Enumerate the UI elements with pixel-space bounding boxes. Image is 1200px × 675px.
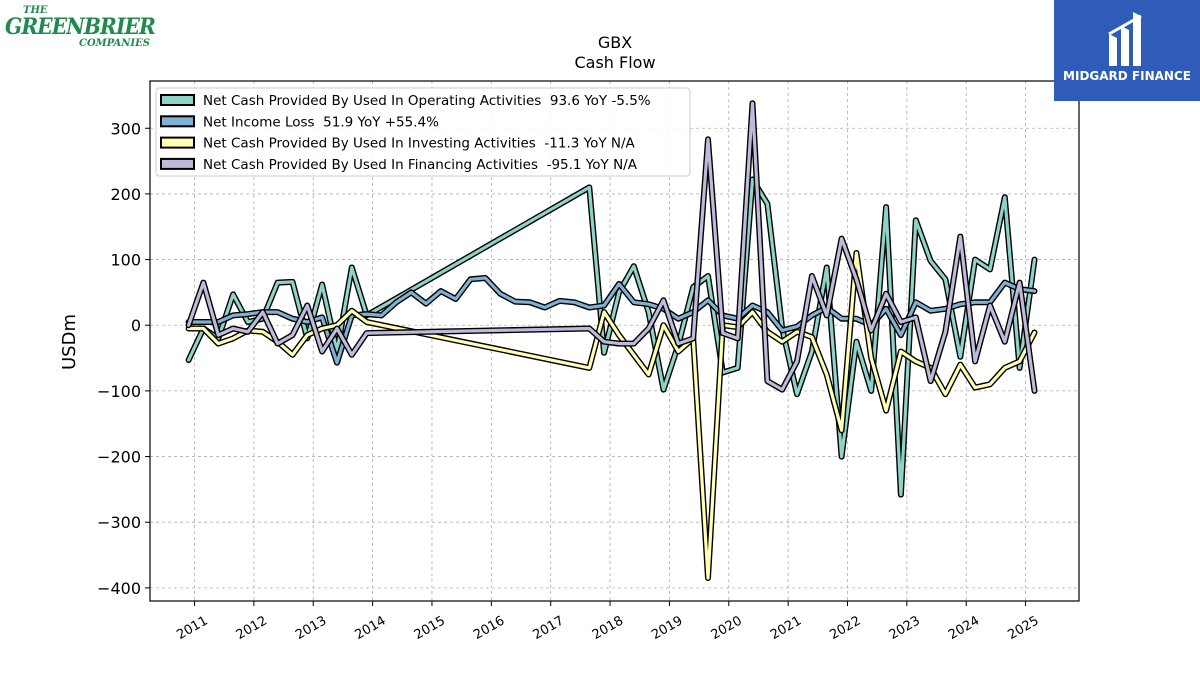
legend-label: Net Income Loss 51.9 YoY +55.4% (203, 114, 439, 130)
y-axis-label: USDm (59, 314, 80, 370)
x-tick-label: 2022 (827, 613, 863, 643)
x-tick-label: 2019 (649, 613, 685, 643)
legend-box (155, 87, 691, 177)
y-tick-label: 300 (110, 119, 141, 138)
x-tick-label: 2014 (352, 613, 388, 643)
midgard-finance-logo: MIDGARD FINANCE (1054, 0, 1200, 101)
series-line (187, 101, 1037, 393)
x-tick-label: 2013 (293, 613, 329, 643)
chart-title: GBX (598, 33, 632, 52)
x-tick-label: 2017 (531, 613, 567, 643)
legend-label: Net Cash Provided By Used In Operating A… (203, 93, 651, 109)
plot-frame (149, 80, 1080, 602)
legend-swatch (160, 136, 195, 149)
logo-line-companies: COMPANIES (79, 38, 150, 49)
y-tick-label: −100 (97, 382, 141, 401)
x-axis-ticks: 2011 2012 2013 2014 2015 2016 2017 2018 2019 2020… (174, 601, 1042, 643)
legend-swatch (160, 94, 195, 106)
x-tick-label: 2015 (412, 613, 448, 643)
series-line (187, 177, 1037, 497)
midgard-mark-icon (1108, 12, 1142, 66)
x-tick-label: 2025 (1005, 613, 1041, 643)
legend-label: Net Cash Provided By Used In Investing A… (203, 136, 636, 152)
series-1 (185, 176, 1038, 498)
series-4 (185, 100, 1038, 394)
y-tick-label: 200 (110, 185, 141, 204)
y-tick-label: −400 (97, 579, 141, 598)
y-tick-label: −200 (97, 448, 141, 467)
series-lines (185, 100, 1038, 581)
logo-line-the: THE (23, 5, 48, 16)
x-tick-label: 2021 (768, 613, 804, 643)
legend-swatch (160, 115, 195, 128)
greenbrier-logo: THE GREENBRIER COMPANIES (5, 5, 156, 51)
x-tick-label: 2024 (946, 613, 982, 643)
midgard-finance-text: MIDGARD FINANCE (1063, 69, 1191, 83)
y-axis-ticks: 300 200 100 0 −100 −200 −300 −400 (97, 119, 150, 598)
x-tick-label: 2018 (590, 613, 626, 643)
y-tick-label: 0 (131, 316, 141, 335)
chart-subtitle: Cash Flow (574, 53, 655, 72)
x-tick-label: 2023 (887, 613, 923, 643)
legend-label: Net Cash Provided By Used In Financing A… (203, 157, 638, 173)
legend-swatch (160, 157, 195, 170)
legend: Net Cash Provided By Used In Operating A… (155, 87, 691, 177)
y-tick-label: 100 (110, 251, 141, 270)
x-tick-label: 2012 (234, 613, 270, 643)
y-tick-label: −300 (97, 513, 141, 532)
x-tick-label: 2016 (471, 613, 507, 643)
x-tick-label: 2020 (709, 613, 745, 643)
x-tick-label: 2011 (174, 613, 210, 643)
logo-line-greenbrier: GREENBRIER (5, 14, 156, 40)
